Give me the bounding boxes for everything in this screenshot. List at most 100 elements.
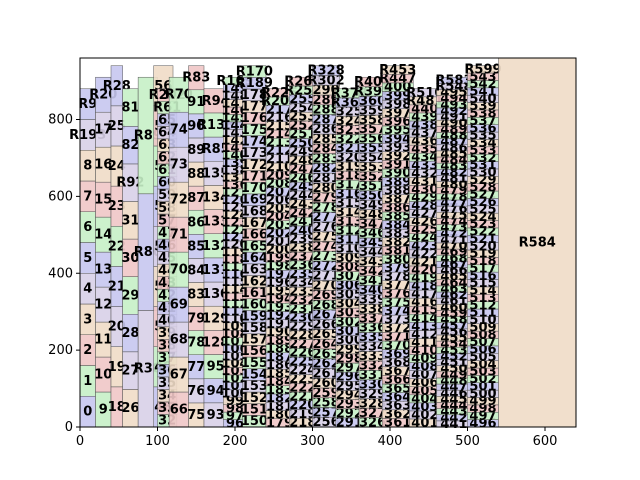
rect-label-184: 184 [266, 375, 293, 390]
rect-label-104: 104 [221, 357, 248, 372]
rect-label-210: 210 [266, 160, 293, 175]
rect-label-R447: R447 [379, 72, 416, 87]
rect-label-200: 200 [266, 243, 293, 258]
rect-label-115: 115 [221, 275, 248, 290]
rect-label-231: 231 [289, 302, 316, 317]
rect-label-137: 137 [221, 171, 248, 186]
rect-label-14: 14 [94, 228, 112, 243]
rect-label-531: 531 [469, 158, 496, 173]
rect-label-497: 497 [469, 409, 496, 424]
rect-label-519: 519 [469, 247, 496, 262]
rect-label-396: 396 [384, 115, 411, 130]
rect-label-275: 275 [312, 230, 339, 245]
rect-label-500: 500 [469, 387, 496, 402]
rect-label-207: 207 [266, 185, 293, 200]
rect-label-358: 358 [359, 113, 386, 128]
rect-label-306: 306 [336, 278, 363, 293]
rect-label-170: 170 [241, 181, 268, 196]
rect-label-518: 518 [469, 254, 496, 269]
rect-label-264: 264 [312, 337, 339, 352]
rect-label-R599: R599 [464, 62, 501, 77]
rect-label-192: 192 [266, 309, 293, 324]
rect-label-539: 539 [469, 99, 496, 114]
rect-label-203: 203 [266, 218, 293, 233]
rect-label-424: 424 [411, 231, 438, 246]
rect-label-249: 249 [289, 145, 316, 160]
rect-label-177: 177 [241, 99, 268, 114]
rect-label-268: 268 [312, 298, 339, 313]
rect-label-84: 84 [187, 263, 205, 278]
rect-label-93: 93 [207, 408, 225, 423]
rect-label-375: 375 [384, 295, 411, 310]
rect-label-171: 171 [241, 169, 268, 184]
rect-label-6: 6 [83, 220, 92, 235]
rect-label-433: 433 [411, 158, 438, 173]
rect-label-295: 295 [336, 379, 363, 394]
rect-label-534: 534 [469, 136, 496, 151]
rect-label-388: 388 [384, 183, 411, 198]
y-tick-label: 600 [48, 189, 73, 204]
rect-label-301: 301 [336, 324, 363, 339]
rect-label-155: 155 [241, 356, 268, 371]
rect-label-99: 99 [226, 394, 244, 409]
rect-label-308: 308 [336, 260, 363, 275]
rect-label-284: 284 [312, 142, 339, 157]
rect-label-523: 523 [469, 217, 496, 232]
rect-label-515: 515 [469, 276, 496, 291]
rect-label-317: 317 [336, 178, 363, 193]
rect-label-516: 516 [469, 269, 496, 284]
rect-label-R408: R408 [354, 75, 391, 90]
rect-label-322: 322 [336, 132, 363, 147]
rect-label-R398: R398 [354, 84, 391, 99]
rect-label-R583: R583 [435, 73, 472, 88]
rect-label-333: 333 [359, 349, 386, 364]
rect-label-R94: R94 [202, 94, 230, 109]
rect-label-214: 214 [266, 127, 293, 142]
rect-label-423: 423 [411, 239, 438, 254]
rect-label-330: 330 [359, 377, 386, 392]
x-tick-label: 100 [145, 434, 170, 449]
rect-label-364: 364 [384, 390, 411, 405]
rect-label-R92: R92 [116, 176, 144, 191]
rect-label-239: 239 [289, 232, 316, 247]
rect-label-3: 3 [83, 312, 92, 327]
rect-label-110: 110 [221, 312, 248, 327]
rect-label-398: 398 [384, 97, 411, 112]
rect-label-245: 245 [289, 180, 316, 195]
rect-label-201: 201 [266, 234, 293, 249]
rect-label-305: 305 [336, 287, 363, 302]
rect-label-382: 382 [384, 235, 411, 250]
rect-label-507: 507 [469, 335, 496, 350]
rect-label-233: 233 [289, 284, 316, 299]
rect-label-146: 146 [221, 104, 248, 119]
rect-label-R328: R328 [307, 64, 344, 79]
rect-label-395: 395 [384, 123, 411, 138]
rect-label-406: 406 [411, 376, 438, 391]
rect-label-387: 387 [384, 192, 411, 207]
rect-label-536: 536 [469, 121, 496, 136]
rect-label-175: 175 [241, 123, 268, 138]
rect-label-R189: R189 [236, 76, 273, 91]
rect-label-341: 341 [359, 273, 386, 288]
rect-R170 [242, 65, 267, 78]
rect-label-271: 271 [312, 269, 339, 284]
rect-label-281: 281 [312, 171, 339, 186]
rect-label-72: 72 [170, 193, 188, 208]
rect-label-509: 509 [469, 320, 496, 335]
rect-label-510: 510 [469, 313, 496, 328]
rect-label-513: 513 [469, 291, 496, 306]
rect-label-337: 337 [359, 311, 386, 326]
rect-label-267: 267 [312, 308, 339, 323]
rect-label-258: 258 [312, 396, 339, 411]
rect-label-252: 252 [289, 118, 316, 133]
rect-label-31: 31 [121, 213, 139, 228]
rect-label-350: 350 [359, 188, 386, 203]
rect-label-251: 251 [289, 127, 316, 142]
rect-label-140: 140 [221, 148, 248, 163]
rect-label-212: 212 [266, 144, 293, 159]
rect-label-12: 12 [94, 298, 112, 313]
rect-label-172: 172 [241, 158, 268, 173]
rect-label-R225: R225 [261, 86, 298, 101]
rect-label-404: 404 [411, 392, 438, 407]
rect-label-408: 408 [411, 360, 438, 375]
